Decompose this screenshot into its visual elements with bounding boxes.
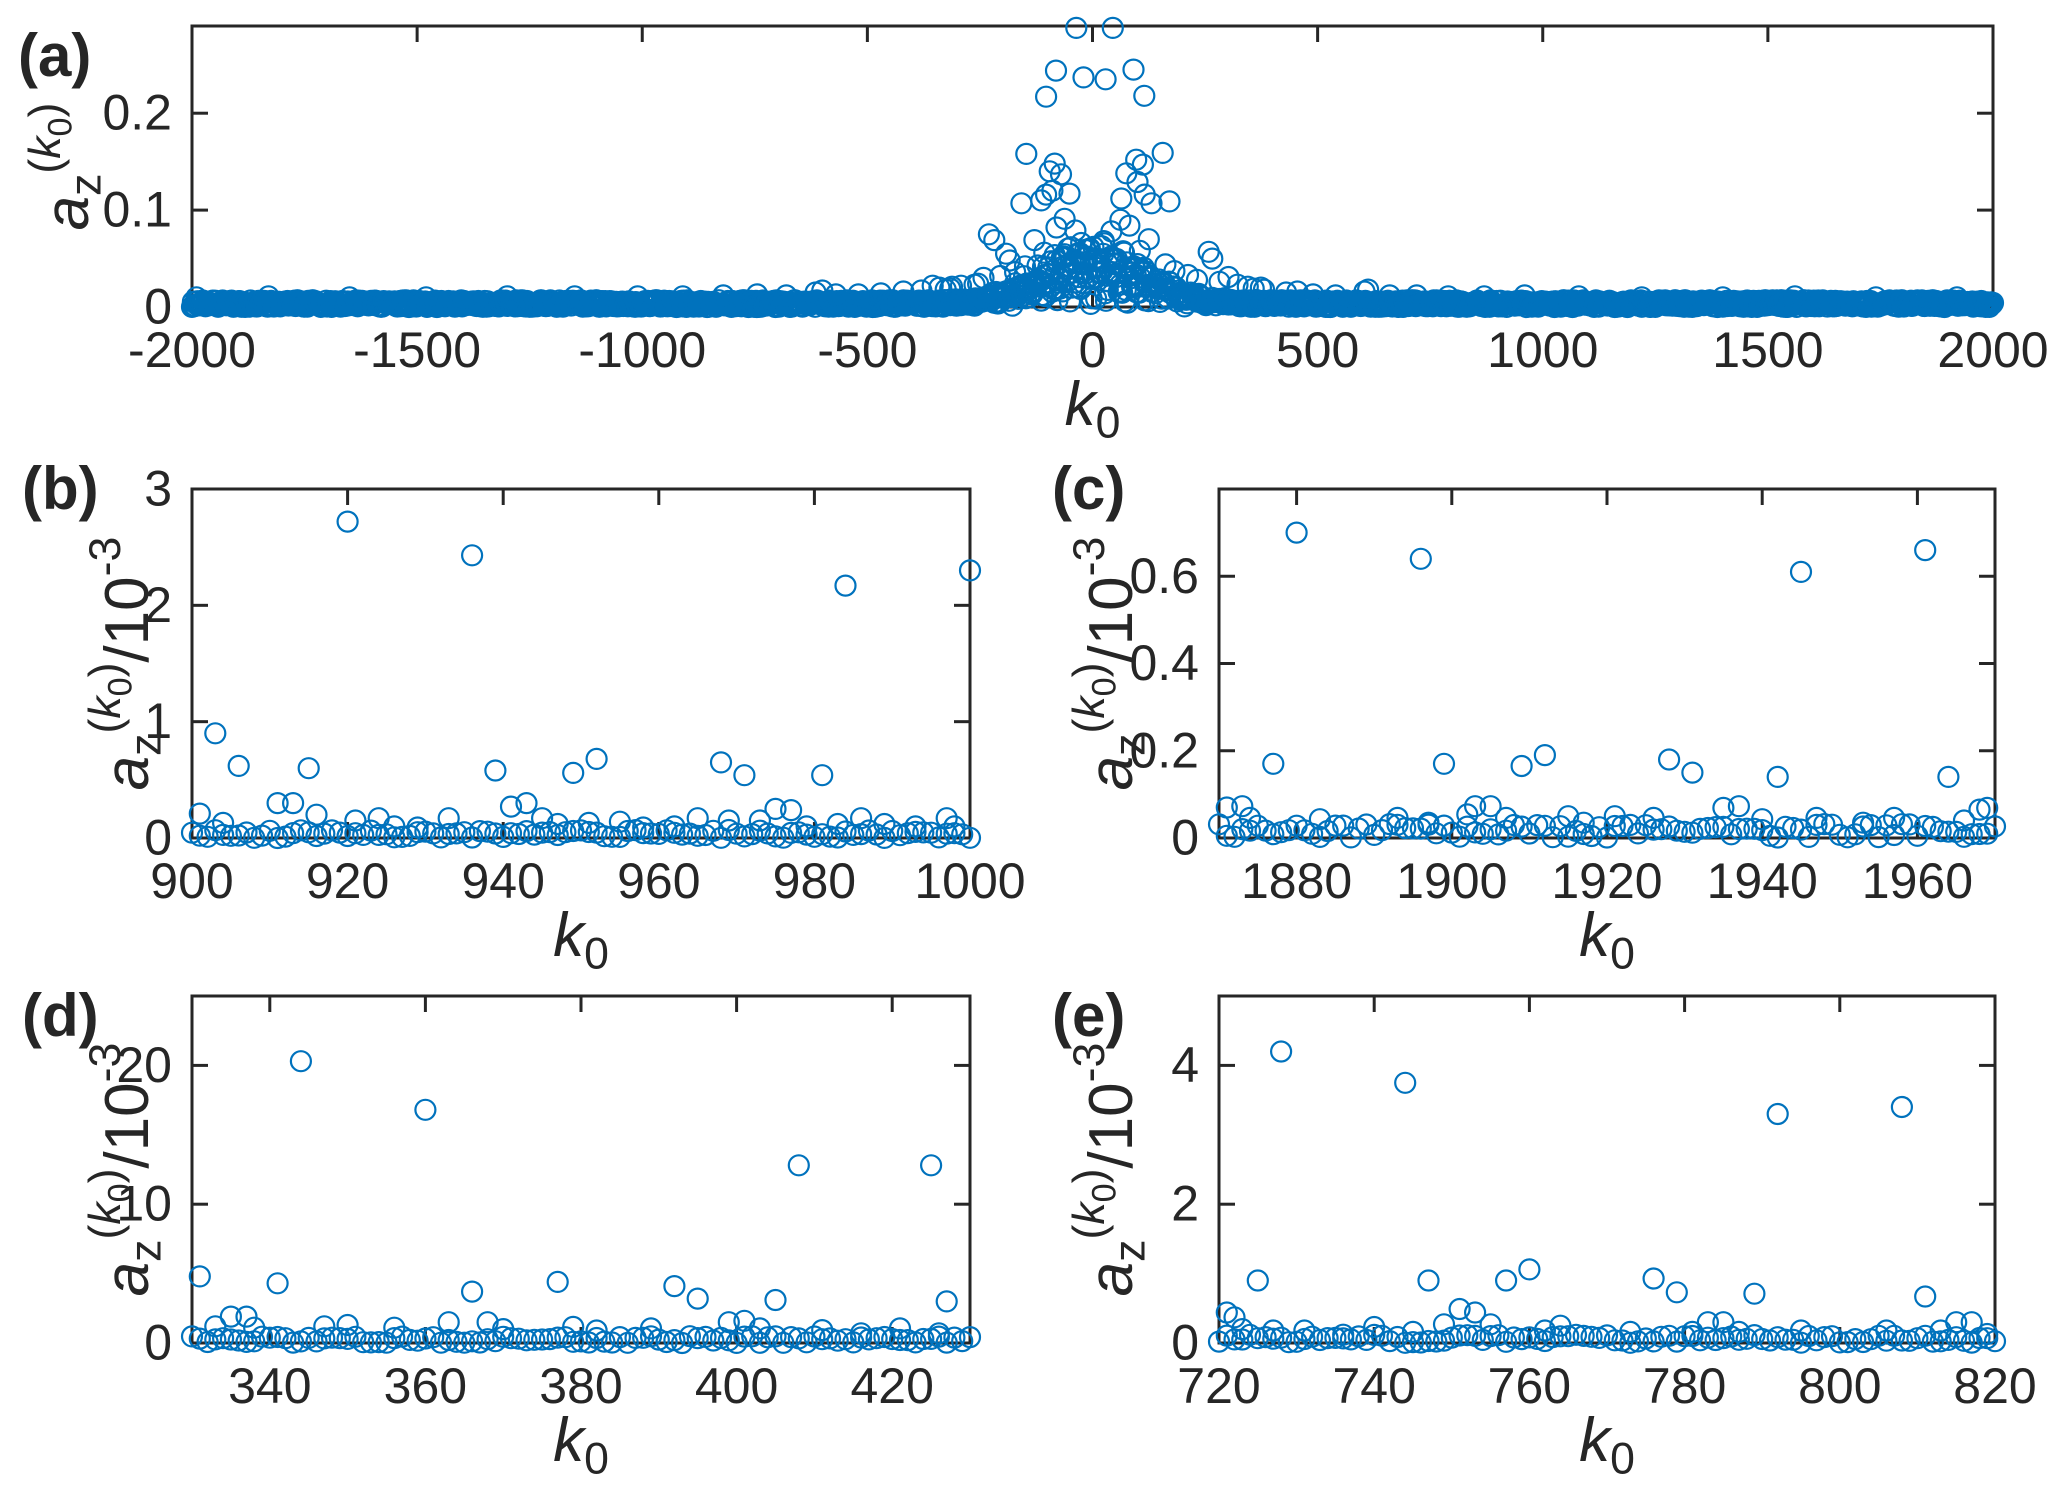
x-tick-label-d: 420 <box>850 1358 933 1414</box>
y-tick-label-a: 0.1 <box>102 182 172 238</box>
x-tick-label-e: 720 <box>1177 1358 1260 1414</box>
x-tick-label-d: 360 <box>384 1358 467 1414</box>
y-tick-label-e: 4 <box>1171 1037 1199 1093</box>
x-tick-label-d: 340 <box>228 1358 311 1414</box>
panel-label-a: (a) <box>18 22 91 89</box>
tick-marks-c <box>1219 489 1995 840</box>
x-tick-label-c: 1900 <box>1396 853 1507 909</box>
x-tick-label-a: 1500 <box>1712 322 1823 378</box>
x-axis-label-e: k0 <box>1579 1406 1635 1483</box>
x-tick-label-c: 1880 <box>1241 853 1352 909</box>
scatter-points-c <box>1207 521 2007 849</box>
axes-box-e <box>1217 994 1997 1345</box>
y-axis-label-c: az(k0)/10-3 <box>1065 537 1154 791</box>
axes-box-c <box>1217 487 1997 840</box>
x-tick-label-a: 2000 <box>1937 322 2048 378</box>
panel-b: 900 920 940 960 980 1000 0 1 2 3 k0 az(k0)/10-3 (b) <box>22 455 1026 978</box>
y-tick-label-b: 0 <box>144 810 172 866</box>
axes-box-b <box>190 487 972 840</box>
x-tick-label-a: 1000 <box>1487 322 1598 378</box>
scatter-points-a <box>180 16 2005 319</box>
y-tick-label-e: 0 <box>1171 1315 1199 1371</box>
x-tick-label-b: 940 <box>461 853 544 909</box>
x-tick-label-a: 500 <box>1276 322 1359 378</box>
x-tick-label-c: 1960 <box>1862 853 1973 909</box>
x-tick-label-c: 1920 <box>1551 853 1662 909</box>
tick-marks-d <box>192 996 970 1345</box>
panel-label-b: (b) <box>22 455 99 522</box>
y-tick-label-b: 2 <box>144 577 172 633</box>
y-tick-label-e: 2 <box>1171 1176 1199 1232</box>
y-tick-label-c: 0.6 <box>1129 548 1199 604</box>
x-tick-label-e: 820 <box>1953 1358 2036 1414</box>
x-tick-label-a: 0 <box>1079 322 1107 378</box>
x-axis-label-c: k0 <box>1579 901 1635 978</box>
x-tick-label-e: 740 <box>1332 1358 1415 1414</box>
x-tick-label-b: 1000 <box>914 853 1025 909</box>
scatter-points-e <box>1207 1040 2007 1354</box>
x-tick-label-a: -1000 <box>578 322 706 378</box>
x-tick-label-b: 920 <box>306 853 389 909</box>
x-tick-label-d: 380 <box>539 1358 622 1414</box>
y-axis-label-b: az(k0)/10-3 <box>81 537 170 791</box>
x-tick-label-a: -1500 <box>353 322 481 378</box>
x-tick-label-e: 800 <box>1798 1358 1881 1414</box>
y-tick-label-b: 3 <box>144 461 172 517</box>
y-tick-label-d: 20 <box>116 1037 172 1093</box>
x-tick-label-b: 900 <box>150 853 233 909</box>
y-axis-label-d: az(k0)/10-3 <box>81 1043 170 1297</box>
panel-label-c: (c) <box>1052 455 1125 522</box>
axes-box-d <box>190 994 972 1345</box>
y-axis-label-a: az(k0) <box>21 103 110 231</box>
y-tick-label-a: 0 <box>144 279 172 335</box>
panel-a: -2000 -1500 -1000 -500 0 500 1000 1500 2000 0 0.1 0… <box>18 16 2049 447</box>
y-tick-label-d: 0 <box>144 1315 172 1371</box>
panel-label-d: (d) <box>22 982 99 1049</box>
x-axis-label-a: k0 <box>1065 370 1121 447</box>
tick-marks-e <box>1217 996 1997 1345</box>
x-tick-label-a: -2000 <box>128 322 256 378</box>
x-axis-label-b: k0 <box>553 901 609 978</box>
tick-marks-b <box>190 487 972 840</box>
y-axis-label-e: az(k0)/10-3 <box>1065 1043 1154 1297</box>
x-tick-label-a: -500 <box>817 322 917 378</box>
y-tick-label-b: 1 <box>144 693 172 749</box>
y-tick-label-d: 10 <box>116 1176 172 1232</box>
scatter-points-d <box>180 1050 982 1355</box>
scatter-points-b <box>180 510 982 850</box>
x-tick-label-e: 780 <box>1643 1358 1726 1414</box>
panel-label-e: (e) <box>1052 982 1125 1049</box>
x-tick-label-d: 400 <box>695 1358 778 1414</box>
panel-d: 340 360 380 400 420 0 10 20 k0 az(k0)/10-3(d) <box>22 982 982 1483</box>
x-axis-label-d: k0 <box>553 1406 609 1483</box>
x-tick-label-b: 980 <box>773 853 856 909</box>
y-tick-label-c: 0 <box>1171 810 1199 866</box>
x-tick-label-e: 760 <box>1488 1358 1571 1414</box>
y-tick-label-c: 0.2 <box>1129 722 1199 778</box>
panel-e: 720 740 760 780 800 820 0 2 4 k0 az(k0)/10-3(e) <box>1052 982 2037 1483</box>
x-tick-label-b: 960 <box>617 853 700 909</box>
y-tick-label-c: 0.4 <box>1129 635 1199 691</box>
x-tick-label-c: 1940 <box>1707 853 1818 909</box>
panel-c: 1880 1900 1920 1940 1960 0 0.2 0.4 0.6 k0 az(k0)/1… <box>1052 455 2007 978</box>
y-tick-label-a: 0.2 <box>102 85 172 141</box>
